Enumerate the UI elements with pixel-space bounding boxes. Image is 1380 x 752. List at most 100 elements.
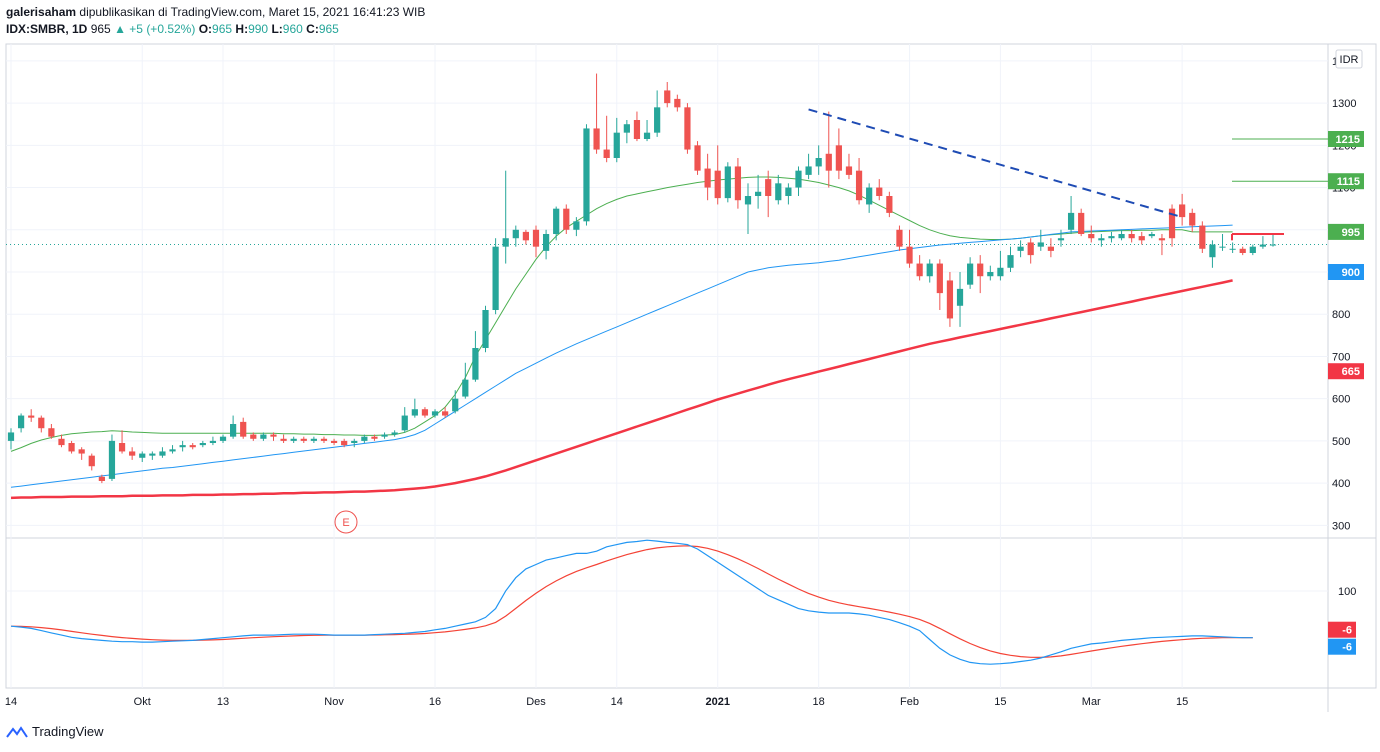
- price-label-bg: [1328, 363, 1364, 380]
- candle-body: [149, 453, 156, 456]
- candle: [290, 436, 297, 443]
- candle-body: [835, 145, 842, 171]
- tradingview-logo-icon: [6, 725, 28, 738]
- candle: [1047, 238, 1054, 258]
- candle-body: [512, 229, 519, 239]
- candle: [452, 390, 459, 414]
- candle-body: [250, 434, 257, 439]
- candle: [1189, 208, 1196, 232]
- candle: [876, 179, 883, 201]
- time-tick-label: Okt: [134, 696, 151, 708]
- publication-line: galerisaham dipublikasikan di TradingVie…: [6, 5, 425, 19]
- candle: [1007, 246, 1014, 272]
- candle: [462, 362, 469, 399]
- candle-body: [58, 438, 65, 446]
- candle: [1088, 225, 1095, 243]
- candle: [724, 162, 731, 203]
- candle-body: [744, 196, 752, 205]
- close-label: C:: [306, 22, 319, 36]
- candle: [270, 432, 277, 441]
- candle: [1148, 231, 1155, 239]
- candle: [139, 451, 146, 462]
- candle: [1209, 240, 1216, 268]
- open-label: O:: [198, 22, 213, 36]
- candle-body: [1199, 225, 1206, 249]
- candle: [1128, 229, 1135, 243]
- candle-body: [583, 128, 590, 222]
- candle: [1259, 236, 1267, 249]
- earnings-marker: [334, 510, 358, 534]
- candle: [219, 434, 227, 443]
- candle: [250, 432, 257, 441]
- candle-body: [1249, 246, 1256, 253]
- time-tick-label: Feb: [900, 696, 919, 708]
- price-label-bg: [1328, 264, 1364, 280]
- candle: [643, 120, 651, 142]
- brand-name: TradingView: [32, 724, 104, 739]
- candle: [1269, 234, 1277, 247]
- candle: [967, 257, 974, 289]
- candle-body: [845, 166, 853, 175]
- candle-body: [189, 445, 196, 448]
- candle: [633, 111, 641, 142]
- candle-body: [78, 449, 85, 454]
- candle-body: [997, 267, 1004, 277]
- macd-line: [10, 539, 1253, 665]
- currency-box: [1335, 49, 1363, 69]
- candle-body: [1239, 248, 1246, 253]
- candle-body: [482, 310, 489, 348]
- candle-body: [219, 436, 227, 441]
- candle: [1239, 246, 1246, 256]
- candle-body: [341, 440, 348, 446]
- candle-body: [240, 421, 247, 437]
- candle-body: [1189, 212, 1196, 226]
- candle-body: [1269, 244, 1277, 246]
- candle-body: [643, 132, 651, 139]
- candle-body: [199, 443, 206, 446]
- candle-body: [320, 438, 328, 441]
- candle: [300, 436, 307, 443]
- price-tick-label: 800: [1332, 309, 1350, 321]
- candle: [391, 430, 398, 437]
- candle: [906, 229, 913, 268]
- candle-body: [442, 411, 449, 416]
- candle-body: [1179, 204, 1186, 218]
- candle-body: [896, 229, 903, 247]
- time-tick-label: 16: [429, 696, 441, 708]
- candle: [613, 117, 620, 163]
- candle: [704, 153, 711, 201]
- candle: [421, 407, 429, 418]
- candle-body: [825, 153, 832, 171]
- macd-tick-label: 100: [1338, 586, 1356, 598]
- candle: [866, 183, 873, 213]
- candle-body: [734, 166, 742, 201]
- candle-body: [492, 246, 499, 310]
- candle: [532, 225, 540, 258]
- candle: [936, 259, 943, 310]
- candle: [926, 259, 933, 283]
- candle-body: [169, 449, 176, 452]
- candle: [1118, 229, 1125, 241]
- candle-body: [1138, 236, 1145, 241]
- candle-body: [775, 183, 782, 201]
- currency-label: IDR: [1340, 54, 1359, 66]
- candle: [674, 94, 681, 112]
- candle-body: [1259, 244, 1267, 247]
- candle: [381, 432, 388, 439]
- candle: [734, 158, 742, 209]
- tradingview-branding[interactable]: TradingView: [6, 724, 104, 739]
- candle-body: [906, 246, 913, 264]
- low-label: L:: [271, 22, 283, 36]
- price-label-bg: [1328, 131, 1364, 147]
- candle: [946, 272, 954, 327]
- candle-body: [694, 145, 701, 171]
- candle: [623, 120, 630, 144]
- symbol-name[interactable]: IDX:SMBR, 1D: [6, 22, 88, 36]
- candle: [129, 447, 136, 460]
- candle: [411, 398, 418, 418]
- candle: [714, 145, 721, 205]
- macd-signal-line: [10, 545, 1253, 659]
- candle: [512, 225, 519, 247]
- candle: [542, 229, 550, 260]
